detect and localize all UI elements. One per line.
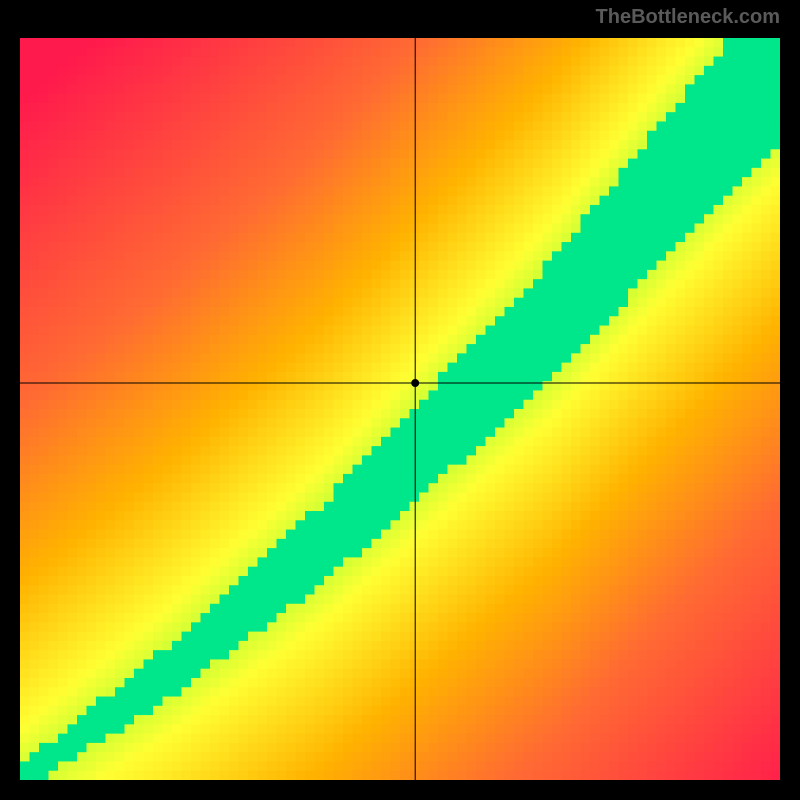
chart-container: TheBottleneck.com <box>0 0 800 800</box>
watermark-text: TheBottleneck.com <box>596 6 780 29</box>
crosshair-marker <box>411 379 419 387</box>
heatmap-svg <box>20 38 780 780</box>
heatmap-plot <box>20 38 780 780</box>
